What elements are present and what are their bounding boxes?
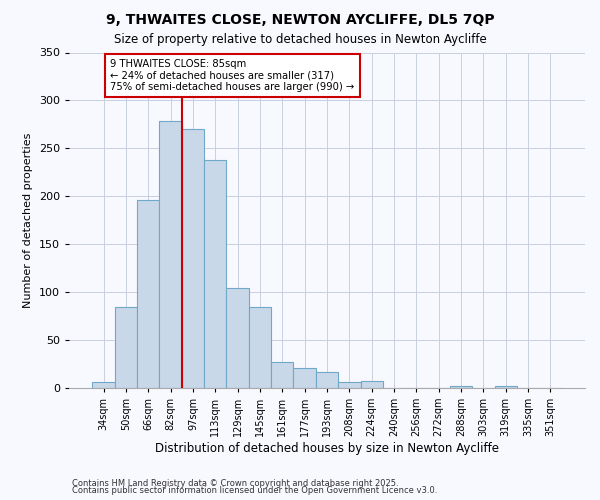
Text: 9, THWAITES CLOSE, NEWTON AYCLIFFE, DL5 7QP: 9, THWAITES CLOSE, NEWTON AYCLIFFE, DL5 … <box>106 12 494 26</box>
X-axis label: Distribution of detached houses by size in Newton Aycliffe: Distribution of detached houses by size … <box>155 442 499 454</box>
Text: Contains public sector information licensed under the Open Government Licence v3: Contains public sector information licen… <box>72 486 437 495</box>
Bar <box>249 307 271 388</box>
Text: Size of property relative to detached houses in Newton Aycliffe: Size of property relative to detached ho… <box>113 32 487 46</box>
Text: 9 THWAITES CLOSE: 85sqm
← 24% of detached houses are smaller (317)
75% of semi-d: 9 THWAITES CLOSE: 85sqm ← 24% of detache… <box>110 59 355 92</box>
Bar <box>115 307 137 388</box>
Text: Contains HM Land Registry data © Crown copyright and database right 2025.: Contains HM Land Registry data © Crown c… <box>72 478 398 488</box>
Bar <box>226 288 249 388</box>
Bar <box>137 200 160 388</box>
Bar <box>182 129 204 388</box>
Bar <box>92 382 115 388</box>
Bar <box>316 372 338 388</box>
Bar <box>361 381 383 388</box>
Bar <box>494 386 517 388</box>
Bar <box>293 368 316 388</box>
Bar <box>204 160 226 388</box>
Bar <box>160 122 182 388</box>
Bar <box>450 386 472 388</box>
Bar <box>271 362 293 388</box>
Bar <box>338 382 361 388</box>
Y-axis label: Number of detached properties: Number of detached properties <box>23 132 33 308</box>
